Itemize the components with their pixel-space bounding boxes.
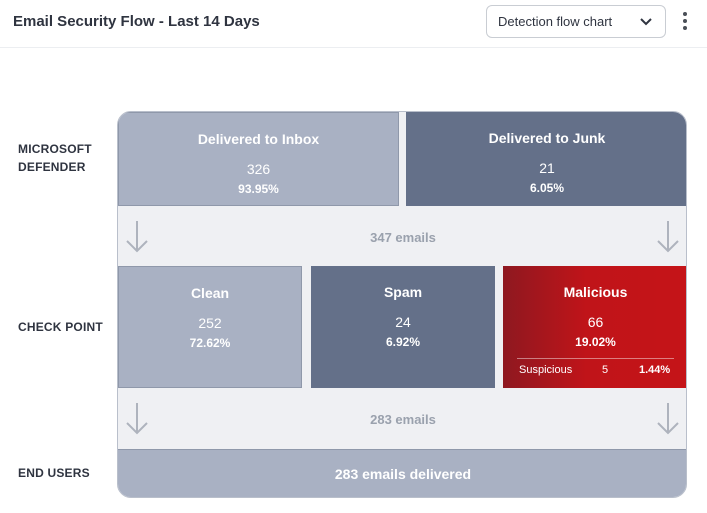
arrow-down-icon: [126, 403, 148, 435]
arrow-down-icon: [657, 403, 679, 435]
box-title: Spam: [383, 284, 423, 300]
checkpoint-flow-label: 283 emails: [370, 412, 436, 427]
clean-box[interactable]: Clean 252 72.62%: [118, 266, 302, 388]
box-percent: 93.95%: [238, 182, 279, 196]
box-count: 326: [246, 161, 271, 177]
chevron-down-icon: [640, 18, 652, 26]
row-label-end-users: END USERS: [18, 466, 90, 480]
emails-delivered-box[interactable]: 283 emails delivered: [118, 449, 686, 497]
detection-flow-chart: Delivered to Inbox 326 93.95% Delivered …: [117, 111, 687, 498]
delivered-to-junk-box[interactable]: Delivered to Junk 21 6.05%: [406, 112, 686, 206]
box-title: Delivered to Junk: [488, 130, 606, 146]
box-count: 66: [587, 314, 604, 330]
delivered-to-inbox-box[interactable]: Delivered to Inbox 326 93.95%: [118, 112, 399, 206]
box-percent: 6.92%: [385, 335, 421, 349]
widget-title: Email Security Flow - Last 14 Days: [13, 13, 260, 30]
divider: [517, 358, 674, 359]
more-vertical-icon[interactable]: [678, 10, 692, 34]
box-title: Delivered to Inbox: [197, 131, 320, 147]
widget-header: Email Security Flow - Last 14 Days Detec…: [0, 0, 707, 48]
box-percent: 19.02%: [575, 335, 616, 349]
defender-flow-label: 347 emails: [370, 230, 436, 245]
view-select-value: Detection flow chart: [498, 14, 613, 29]
suspicious-percent: 1.44%: [639, 364, 671, 376]
arrow-down-icon: [657, 221, 679, 253]
row-label-microsoft-defender: MICROSOFT DEFENDER: [18, 142, 92, 174]
malicious-box[interactable]: Malicious 66 19.02% Suspicious 5 1.44%: [503, 266, 686, 388]
suspicious-label: Suspicious: [519, 364, 573, 376]
box-title: Malicious: [563, 284, 628, 300]
view-select[interactable]: Detection flow chart: [486, 5, 666, 38]
spam-box[interactable]: Spam 24 6.92%: [311, 266, 495, 388]
arrow-down-icon: [126, 221, 148, 253]
suspicious-count: 5: [602, 364, 609, 376]
row-label-check-point: CHECK POINT: [18, 320, 103, 334]
box-count: 21: [539, 160, 555, 176]
emails-delivered-label: 283 emails delivered: [334, 466, 472, 482]
box-count: 252: [198, 315, 222, 331]
box-percent: 72.62%: [189, 336, 231, 350]
box-title: Clean: [190, 285, 230, 301]
box-count: 24: [395, 314, 411, 330]
box-percent: 6.05%: [529, 181, 565, 195]
